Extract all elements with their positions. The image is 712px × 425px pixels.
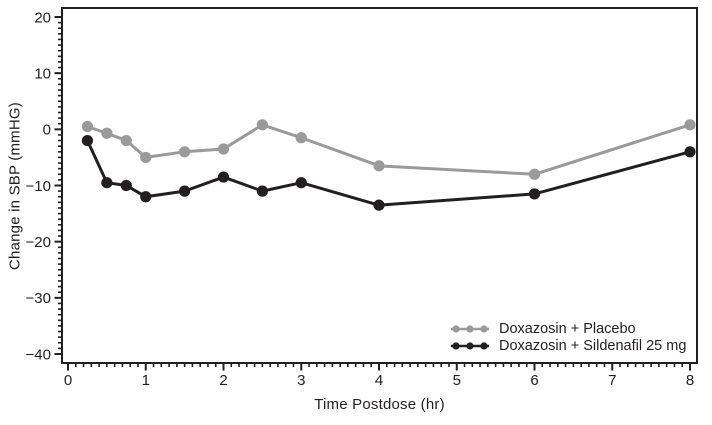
x-tick-labels: 0 1 2 3 4 5 6 7 8 — [64, 372, 694, 389]
data-point — [120, 179, 132, 192]
svg-text:5: 5 — [453, 372, 461, 389]
data-point — [179, 185, 191, 197]
data-point — [528, 168, 541, 180]
data-point — [140, 191, 152, 203]
svg-text:−30: −30 — [26, 290, 51, 307]
data-point — [295, 177, 307, 189]
y-axis-ticks — [54, 16, 62, 355]
svg-text:3: 3 — [297, 372, 305, 389]
data-point — [373, 199, 385, 211]
legend-label-doxazosin-sildenafil: Doxazosin + Sildenafil 25 mg — [499, 338, 687, 354]
legend: Doxazosin + Placebo Doxazosin + Sildenaf… — [448, 321, 686, 354]
x-axis-ticks — [67, 363, 691, 371]
svg-text:10: 10 — [34, 65, 51, 82]
data-point — [101, 177, 113, 189]
svg-text:−40: −40 — [26, 346, 51, 363]
legend-item-doxazosin-sildenafil: Doxazosin + Sildenafil 25 mg — [448, 338, 686, 354]
svg-text:6: 6 — [530, 372, 538, 389]
svg-text:8: 8 — [686, 372, 694, 389]
svg-text:−10: −10 — [26, 178, 51, 195]
data-point — [528, 188, 541, 200]
svg-text:−20: −20 — [26, 234, 51, 251]
data-point — [81, 134, 94, 147]
y-tick-labels: 20 10 0 −10 −20 −30 −40 — [26, 9, 51, 363]
series-markers-doxazosin-sildenafil-25-mg — [81, 134, 696, 211]
data-point — [256, 119, 268, 131]
legend-item-doxazosin-placebo: Doxazosin + Placebo — [448, 321, 686, 337]
data-point — [140, 151, 152, 164]
svg-text:1: 1 — [142, 372, 150, 389]
legend-line-sample-placebo — [451, 325, 489, 333]
x-axis-title: Time Postdose (hr) — [314, 396, 445, 413]
svg-text:0: 0 — [43, 122, 51, 139]
series-line-doxazosin-placebo — [85, 123, 692, 176]
legend-line-sample-sildenafil — [451, 342, 489, 350]
data-point — [217, 143, 230, 155]
data-point — [217, 171, 230, 183]
svg-text:2: 2 — [219, 372, 227, 389]
data-point — [373, 160, 385, 172]
data-point — [295, 132, 307, 144]
series-line-doxazosin-sildenafil-25-mg — [85, 139, 692, 207]
data-point — [101, 127, 113, 139]
svg-text:7: 7 — [608, 372, 616, 389]
series-markers-doxazosin-placebo — [81, 119, 696, 180]
svg-text:4: 4 — [375, 372, 383, 389]
data-point — [120, 134, 132, 147]
data-point — [81, 120, 94, 133]
data-point — [684, 119, 696, 131]
data-point — [684, 146, 696, 158]
plot-frame — [61, 7, 698, 364]
data-point — [256, 185, 268, 197]
svg-text:20: 20 — [34, 9, 51, 26]
svg-text:0: 0 — [64, 372, 72, 389]
y-axis-title: Change in SBP (mmHG) — [6, 102, 24, 270]
data-point — [179, 146, 191, 158]
legend-label-doxazosin-placebo: Doxazosin + Placebo — [499, 321, 636, 337]
